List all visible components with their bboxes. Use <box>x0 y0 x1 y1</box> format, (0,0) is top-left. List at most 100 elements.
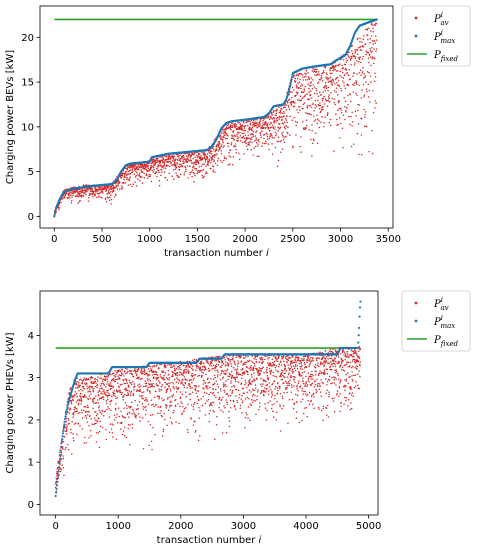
p-av-point <box>107 192 109 195</box>
p-av-point <box>281 134 284 137</box>
p-av-point <box>258 141 260 143</box>
p-av-point <box>277 159 280 162</box>
p-av-point <box>241 128 243 130</box>
p-av-point <box>110 198 113 201</box>
p-av-point <box>374 42 377 44</box>
p-av-point <box>362 45 365 48</box>
p-av-point <box>319 111 321 114</box>
p-av-point <box>295 357 298 359</box>
p-av-point <box>111 186 113 189</box>
p-av-point <box>137 390 139 392</box>
p-av-point <box>121 383 123 386</box>
legend-marker <box>414 16 418 20</box>
p-av-point <box>251 380 254 383</box>
p-av-point <box>243 132 245 135</box>
p-av-point <box>166 383 169 386</box>
p-av-point <box>353 64 356 66</box>
p-av-point <box>171 423 173 425</box>
p-av-point <box>298 374 301 377</box>
p-av-point <box>141 394 144 397</box>
p-av-point <box>216 164 219 166</box>
p-av-point <box>358 60 360 63</box>
p-av-point <box>121 369 124 371</box>
p-av-point <box>126 372 128 374</box>
p-av-point <box>265 368 268 371</box>
p-av-point <box>191 372 193 375</box>
p-av-point <box>244 129 247 132</box>
p-av-point <box>301 359 303 362</box>
p-av-point <box>169 382 171 384</box>
p-av-point <box>356 73 358 75</box>
p-av-point <box>154 163 156 166</box>
p-av-point <box>130 383 133 386</box>
p-av-point <box>241 136 244 139</box>
p-av-point <box>235 148 237 151</box>
p-av-point <box>223 136 225 139</box>
p-av-point <box>374 24 377 26</box>
p-av-point <box>177 386 180 389</box>
x-tick-label: 1000 <box>137 234 162 245</box>
p-av-point <box>107 394 110 397</box>
p-av-point <box>288 108 291 111</box>
p-av-point <box>282 106 285 109</box>
p-av-point <box>266 133 268 135</box>
p-av-point <box>176 175 179 177</box>
p-av-point <box>134 413 136 416</box>
p-av-point <box>112 385 115 387</box>
p-av-point <box>302 107 304 110</box>
p-av-point <box>289 362 292 364</box>
p-av-point <box>326 77 328 79</box>
p-av-point <box>219 136 221 139</box>
p-av-point <box>89 386 92 388</box>
p-av-point <box>357 37 359 39</box>
p-av-point <box>236 399 238 402</box>
p-av-point <box>124 382 127 385</box>
p-av-point <box>205 158 208 161</box>
p-av-point <box>216 143 219 145</box>
p-av-point <box>267 393 270 396</box>
p-av-point <box>70 194 72 197</box>
p-av-point <box>105 386 107 388</box>
p-av-point <box>298 73 300 75</box>
p-av-point <box>304 85 306 88</box>
p-av-point <box>245 145 248 147</box>
p-av-point <box>173 409 175 412</box>
p-av-point <box>361 58 364 60</box>
p-av-point <box>106 408 108 411</box>
p-av-point <box>344 87 347 89</box>
p-av-point <box>208 381 211 383</box>
p-av-point <box>314 383 317 386</box>
p-av-point <box>302 377 304 379</box>
p-av-point <box>190 404 193 406</box>
p-av-point <box>283 115 285 117</box>
p-av-point <box>249 123 252 126</box>
p-av-point <box>106 378 109 380</box>
p-av-point <box>80 194 83 197</box>
p-av-point <box>344 118 346 121</box>
p-av-point <box>175 368 178 370</box>
p-av-point <box>271 394 274 396</box>
p-av-point <box>303 355 305 358</box>
p-av-point <box>225 157 227 160</box>
p-av-point <box>86 404 89 406</box>
p-av-point <box>182 162 185 164</box>
p-av-point <box>265 380 267 383</box>
p-av-point <box>115 397 117 400</box>
p-av-point <box>231 358 234 361</box>
p-av-point <box>164 364 167 367</box>
p-av-point <box>190 379 193 381</box>
p-av-point <box>71 199 73 202</box>
p-av-point <box>131 412 133 415</box>
p-av-point <box>207 367 210 370</box>
p-av-point <box>198 399 200 401</box>
p-av-point <box>320 94 322 96</box>
p-av-point <box>178 168 181 171</box>
p-av-point <box>353 82 356 84</box>
p-av-point <box>124 402 127 404</box>
p-av-point <box>127 166 130 168</box>
p-av-point <box>189 171 191 174</box>
p-av-point <box>145 398 148 401</box>
p-av-point <box>250 366 252 369</box>
p-av-point <box>289 357 291 359</box>
p-av-point <box>109 188 111 190</box>
